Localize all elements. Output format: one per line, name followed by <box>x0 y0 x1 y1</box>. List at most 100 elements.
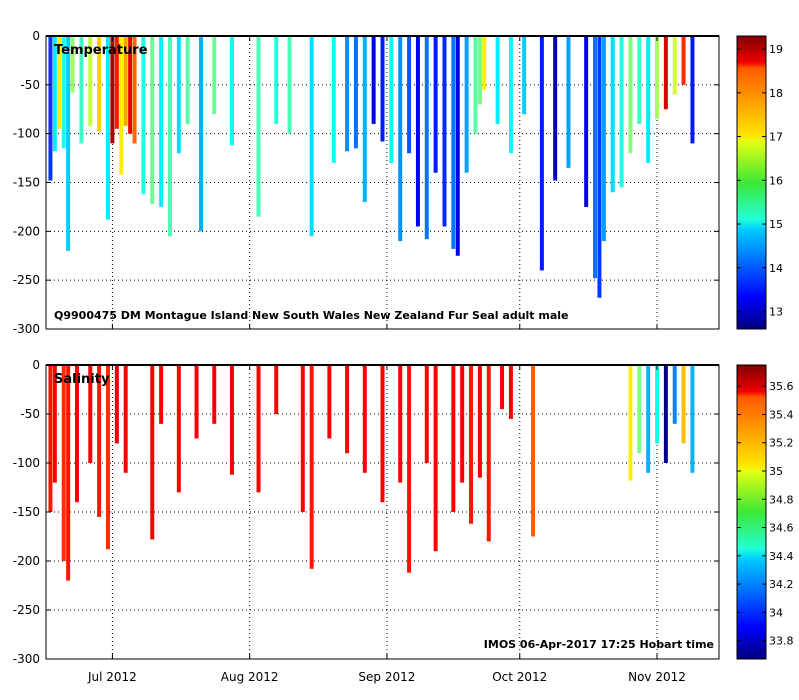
y-tick-label: 0 <box>32 358 40 372</box>
profile-bar <box>672 365 677 424</box>
y-tick-label: -150 <box>13 505 40 519</box>
profile-bar <box>97 365 102 517</box>
profile-bar <box>455 36 460 256</box>
temperature-title: Temperature <box>54 43 148 58</box>
salinity-y-ticks: 0 -50 -100 -150 -200 -250 -300 <box>13 358 719 666</box>
profile-bar <box>442 36 447 227</box>
profile-bar <box>88 36 93 126</box>
colorbar-tick-label: 17 <box>769 131 783 144</box>
profile-bar <box>212 365 217 424</box>
profile-bar <box>327 365 332 439</box>
profile-bar <box>482 36 487 90</box>
profile-bar <box>371 36 376 124</box>
colorbar-tick-label: 15 <box>769 218 783 231</box>
profile-bar <box>300 365 305 512</box>
profile-bar <box>353 36 358 149</box>
colorbar-tick-label: 33.8 <box>769 635 794 648</box>
profile-bar <box>105 365 110 550</box>
y-tick-label: -300 <box>13 652 40 666</box>
profile-bar <box>380 36 385 142</box>
colorbar-tick-label: 35.2 <box>769 437 794 450</box>
profile-bar <box>229 36 234 146</box>
salinity-panel: 0 -50 -100 -150 -200 -250 -300 Jul 2012 Aug 201… <box>13 358 794 684</box>
profile-bar <box>52 365 57 483</box>
profile-bar <box>539 36 544 271</box>
profile-bar <box>123 36 128 126</box>
profile-bar <box>628 36 633 154</box>
colorbar-tick-label: 34.8 <box>769 493 794 506</box>
colorbar-tick-label: 18 <box>769 87 783 100</box>
profile-bar <box>61 365 66 561</box>
profile-bar <box>132 36 137 144</box>
profile-bar <box>114 36 119 129</box>
profile-bar <box>48 365 53 512</box>
profile-bar <box>424 365 429 463</box>
y-tick-label: -50 <box>20 407 40 421</box>
profile-bar <box>433 365 438 552</box>
profile-bar <box>274 365 279 414</box>
profile-bar <box>672 36 677 95</box>
profile-bar <box>655 365 659 444</box>
profile-bar <box>88 365 93 463</box>
profile-bar <box>159 365 164 424</box>
y-tick-label: -50 <box>20 78 40 92</box>
profile-bar <box>477 36 482 105</box>
y-tick-label: -300 <box>13 322 40 336</box>
profile-bar <box>646 36 651 163</box>
salinity-colorbar <box>736 364 767 660</box>
profile-bar <box>229 365 234 475</box>
profile-bar <box>150 36 155 204</box>
colorbar-tick-label: 35.6 <box>769 380 794 393</box>
profile-bar <box>628 365 633 481</box>
profile-bar <box>597 36 602 298</box>
profile-bar <box>176 365 181 493</box>
profile-bar <box>464 36 469 173</box>
temperature-y-ticks: 0 -50 -100 -150 -200 -250 -300 <box>13 29 719 336</box>
profile-bar <box>610 36 615 193</box>
y-tick-label: -200 <box>13 554 40 568</box>
y-tick-label: -100 <box>13 456 40 470</box>
profile-bar <box>690 365 695 473</box>
profile-bar <box>593 36 598 279</box>
temperature-profiles <box>48 36 695 298</box>
profile-bar <box>194 365 199 439</box>
profile-bar <box>52 36 57 152</box>
profile-bar <box>451 365 456 512</box>
profile-bar <box>398 36 403 242</box>
profile-bar <box>522 36 527 115</box>
profile-bar <box>690 36 695 144</box>
profile-bar <box>424 36 429 240</box>
profile-bar <box>57 36 62 129</box>
profile-bar <box>646 365 651 473</box>
colorbar-tick-label: 35 <box>769 465 783 478</box>
profile-bar <box>380 365 385 503</box>
x-tick-label: Jul 2012 <box>87 670 137 684</box>
profile-bar <box>619 36 624 188</box>
profile-bar <box>198 36 203 232</box>
colorbar-tick-label: 19 <box>769 43 783 56</box>
colorbar-tick-label: 34.2 <box>769 578 794 591</box>
profile-bar <box>508 365 513 419</box>
colorbar-tick-label: 35.4 <box>769 408 794 421</box>
colorbar-tick-label: 34.6 <box>769 522 794 535</box>
profile-bar <box>460 365 465 483</box>
colorbar-tick-label: 34.4 <box>769 550 794 563</box>
temperature-x-ticks <box>111 36 658 329</box>
colorbar-tick-label: 14 <box>769 262 783 275</box>
profile-bar <box>486 365 491 542</box>
profile-bar <box>97 36 102 132</box>
profile-bar <box>637 365 642 454</box>
salinity-title: Salinity <box>54 372 110 387</box>
profile-bar <box>553 36 558 181</box>
profile-bar <box>433 36 438 173</box>
temperature-colorbar-ticks: 13 14 15 16 17 18 19 <box>737 43 783 319</box>
profile-bar <box>256 36 261 217</box>
profile-bar <box>407 36 412 154</box>
salinity-profiles <box>48 365 695 581</box>
y-tick-label: -250 <box>13 273 40 287</box>
profile-bar <box>287 36 292 134</box>
profile-bar <box>128 36 133 134</box>
profile-bar <box>79 36 84 144</box>
profile-bar <box>66 36 71 251</box>
profile-bar <box>274 36 279 124</box>
